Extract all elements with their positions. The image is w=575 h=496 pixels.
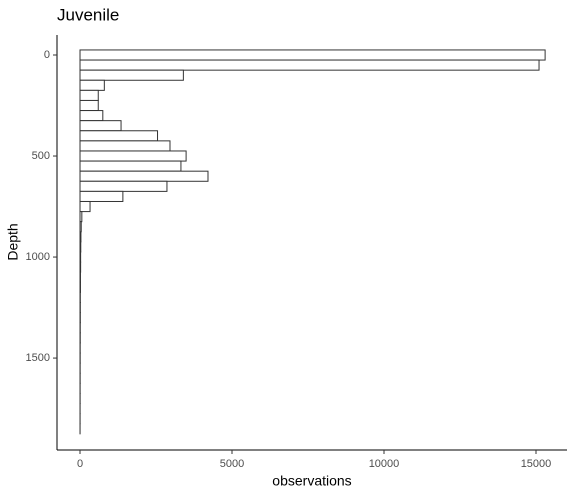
bar xyxy=(79,59,540,71)
bar xyxy=(79,170,209,182)
x-tick-label: 0 xyxy=(77,458,83,470)
x-tick-label: 5000 xyxy=(220,458,244,470)
y-tick-label: 500 xyxy=(32,150,50,162)
bar xyxy=(79,110,104,122)
bar xyxy=(79,130,159,142)
chart-title: Juvenile xyxy=(57,5,119,24)
y-axis-label: Depth xyxy=(5,223,21,260)
bar xyxy=(79,89,99,101)
bar xyxy=(79,69,184,81)
x-tick-label: 10000 xyxy=(369,458,400,470)
x-axis-label: observations xyxy=(272,473,351,489)
bar xyxy=(79,160,182,172)
bar xyxy=(79,140,171,152)
bar xyxy=(79,241,82,253)
bar xyxy=(79,99,99,112)
bar xyxy=(79,79,105,91)
bar xyxy=(79,221,82,233)
bar xyxy=(79,190,124,202)
bar xyxy=(79,261,82,273)
bar xyxy=(79,231,82,243)
bar xyxy=(79,251,82,263)
bar xyxy=(79,200,91,213)
bar xyxy=(79,49,546,61)
y-tick-label: 1000 xyxy=(26,251,50,263)
y-tick-label: 0 xyxy=(44,49,50,61)
bar xyxy=(79,180,168,192)
x-tick-label: 15000 xyxy=(521,458,552,470)
bar xyxy=(79,150,187,162)
bar xyxy=(79,120,122,132)
bar xyxy=(79,211,83,223)
y-tick-label: 1500 xyxy=(26,352,50,364)
